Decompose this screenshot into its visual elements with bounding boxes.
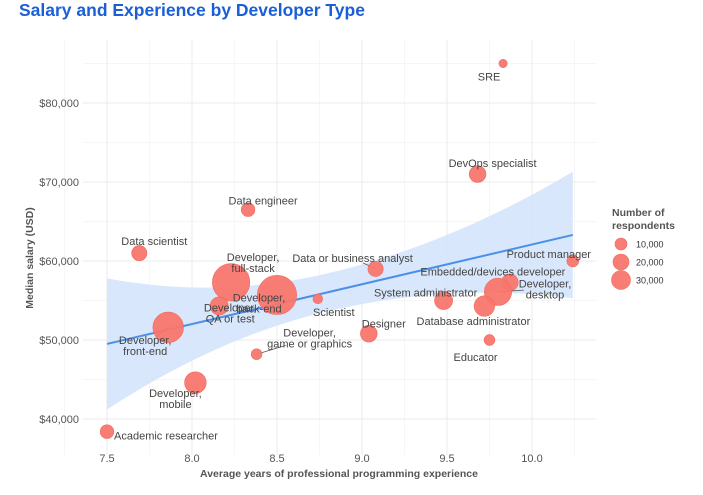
data-point	[212, 263, 251, 302]
confidence-ribbon	[107, 171, 573, 410]
point-label: Data scientist	[121, 236, 187, 248]
data-point	[367, 260, 384, 277]
point-label: Developer,	[283, 328, 336, 340]
point-label: Database administrator	[417, 316, 531, 328]
data-points	[99, 59, 580, 439]
point-label: SRE	[478, 72, 501, 84]
x-tick-label: 9.0	[354, 453, 369, 465]
point-label: Developer,	[149, 388, 202, 400]
trend-line	[106, 233, 574, 345]
data-point	[360, 325, 378, 343]
x-tick-label: 10.0	[521, 453, 542, 465]
point-label: System administrator	[374, 288, 478, 300]
data-point	[131, 245, 148, 262]
data-point	[99, 424, 115, 439]
data-point	[468, 165, 487, 183]
data-point	[312, 293, 323, 305]
point-label: front-end	[123, 346, 167, 358]
y-axis-title: Median salary (USD)	[24, 207, 36, 309]
data-point	[209, 296, 229, 316]
data-point	[152, 311, 184, 343]
data-point	[566, 254, 580, 268]
point-label: Developer,	[233, 292, 286, 304]
point-label: Educator	[453, 352, 497, 364]
point-label: desktop	[526, 289, 565, 301]
legend-size-marker	[614, 237, 628, 251]
data-point	[473, 295, 495, 317]
x-tick-label: 8.5	[269, 453, 284, 465]
point-label: Developer,	[204, 303, 257, 315]
y-tick-label: $50,000	[39, 335, 79, 347]
point-label: Developer,	[119, 335, 172, 347]
y-axis-ticks: $40,000 $50,000 $60,000 $70,000 $80,000	[39, 98, 79, 426]
point-labels: SRE DevOps specialist Data engineer Data sc…	[114, 72, 591, 443]
data-point	[483, 334, 496, 346]
y-tick-label: $40,000	[39, 414, 79, 426]
x-tick-label: 8.0	[184, 453, 199, 465]
point-label: game or graphics	[267, 339, 352, 351]
y-tick-label: $70,000	[39, 177, 79, 189]
x-axis-ticks: 7.5 8.0 8.5 9.0 9.5 10.0	[99, 453, 542, 465]
data-point	[498, 59, 508, 68]
data-point	[250, 348, 263, 360]
legend-entry-label: 30,000	[636, 276, 664, 286]
x-tick-label: 9.5	[439, 453, 454, 465]
point-label: Academic researcher	[114, 431, 218, 443]
y-tick-label: $80,000	[39, 98, 79, 110]
point-label: Product manager	[507, 249, 592, 261]
chart-title: Salary and Experience by Developer Type	[19, 0, 365, 20]
point-label: Embedded/devices developer	[420, 266, 565, 278]
data-point	[257, 275, 297, 315]
x-axis-title: Average years of professional programmin…	[200, 468, 478, 480]
size-legend: Number of respondents 10,000 20,000 30,000	[611, 207, 675, 290]
point-label: Data or business analyst	[292, 253, 412, 265]
point-label: mobile	[159, 399, 191, 411]
point-label: Scientist	[313, 307, 355, 319]
point-label: back-end	[236, 303, 281, 315]
legend-title-line-1: Number of	[612, 207, 665, 219]
data-point	[434, 291, 453, 310]
point-label: Designer	[362, 319, 406, 331]
legend-size-marker	[612, 253, 630, 271]
x-tick-label: 7.5	[99, 453, 114, 465]
legend-entry-label: 10,000	[636, 240, 664, 250]
point-label: Data engineer	[229, 196, 298, 208]
data-point	[240, 202, 256, 217]
legend-title-line-2: respondents	[612, 220, 675, 232]
point-label: Developer,	[227, 252, 280, 264]
legend-size-marker	[611, 270, 631, 290]
legend-entry-label: 20,000	[636, 258, 664, 268]
y-tick-label: $60,000	[39, 256, 79, 268]
point-label: Developer,	[519, 278, 572, 290]
point-label: QA or test	[206, 314, 255, 326]
point-label: DevOps specialist	[449, 158, 537, 170]
point-label: full-stack	[231, 263, 275, 275]
data-point	[184, 371, 207, 394]
